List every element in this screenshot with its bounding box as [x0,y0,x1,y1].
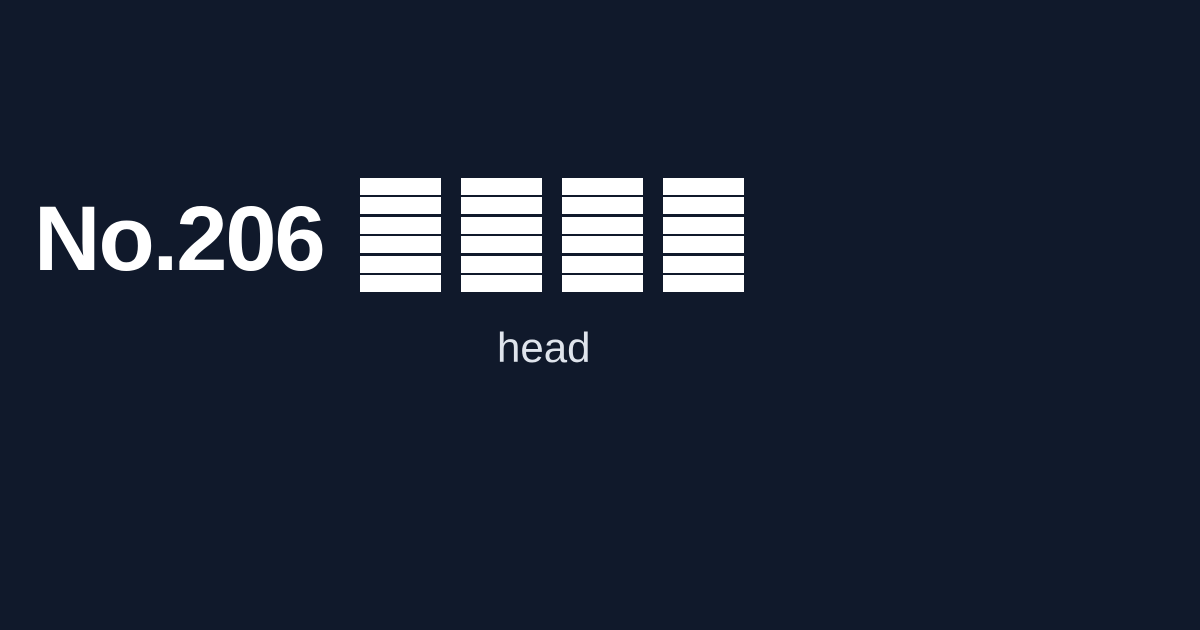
hexagram-line [561,236,643,254]
hexagram-line [662,274,744,292]
hexagram-line [561,197,643,215]
hexagram-line [460,274,542,292]
hexagram-2 [460,178,542,292]
headline: No.206 [34,177,744,295]
item-number: No.206 [34,188,326,290]
hexagram-line [359,216,441,234]
hexagram-line [561,216,643,234]
hexagram-line [359,178,441,195]
hexagram-line [561,178,643,195]
hexagram-line [662,236,744,254]
hexagram-line [561,274,643,292]
hexagram-line [460,236,542,254]
hexagram-line [460,216,542,234]
hexagram-line [359,236,441,254]
hexagram-line [460,178,542,195]
hexagram-line [561,255,643,273]
hexagram-line [359,274,441,292]
hexagram-3 [561,178,643,292]
hexagram-line [662,255,744,273]
hexagram-line [359,197,441,215]
hexagram-line [460,255,542,273]
hexagram-line [359,255,441,273]
hexagram-line [662,216,744,234]
caption: head [497,324,591,371]
hexagram-line [460,197,542,215]
hexagram-4 [662,178,744,292]
hexagram-line [662,197,744,215]
hexagram-line [662,178,744,195]
hexagram-group [359,178,744,294]
hexagram-1 [359,178,441,292]
